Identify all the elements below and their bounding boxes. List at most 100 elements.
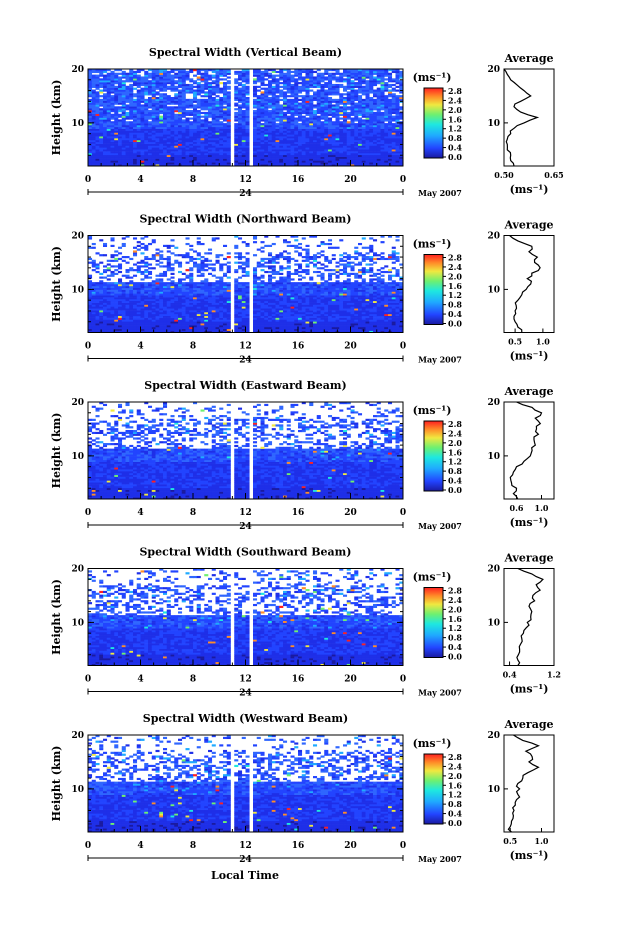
heatmap-cell (245, 117, 250, 120)
heatmap-cell (253, 323, 258, 326)
heatmap-cell (110, 115, 115, 118)
heatmap-cell (316, 111, 321, 115)
heatmap-cell (384, 117, 389, 120)
heatmap-cell (114, 145, 119, 148)
heatmap-cell (95, 83, 100, 87)
heatmap-cell (110, 72, 115, 75)
heatmap-cell (219, 152, 224, 156)
heatmap-cell (151, 115, 156, 118)
heatmap-cell (88, 83, 93, 87)
heatmap-cell (286, 151, 291, 154)
heatmap-cell (313, 83, 318, 87)
heatmap-cell (260, 319, 265, 322)
heatmap-cell (279, 160, 284, 163)
heatmap-cell (320, 93, 325, 96)
heatmap-cell (185, 321, 190, 324)
heatmap-cell (99, 130, 104, 133)
heatmap-cell (163, 132, 168, 135)
heatmap-cell (99, 110, 104, 113)
heatmap-cell (271, 126, 276, 129)
heatmap-cell (369, 317, 374, 320)
heatmap-cell (114, 162, 119, 165)
heatmap-cell (170, 85, 175, 88)
heatmap-cell (185, 121, 190, 124)
heatmap-cell (106, 126, 111, 129)
heatmap-cell (118, 143, 123, 146)
heatmap-cell (335, 321, 340, 324)
heatmap-cell (178, 310, 183, 313)
heatmap-cell (178, 160, 183, 163)
heatmap-cell (290, 326, 295, 330)
heatmap-cell (208, 158, 213, 161)
heatmap-cell (391, 119, 396, 122)
heatmap-cell (95, 100, 100, 103)
heatmap-cell (238, 74, 243, 77)
heatmap-cell (309, 143, 314, 146)
heatmap-cell (129, 139, 134, 143)
heatmap-cell (189, 162, 194, 165)
heatmap-cell (148, 82, 153, 85)
heatmap-cell (163, 124, 168, 128)
heatmap-cell (170, 328, 175, 331)
heatmap-cell (88, 80, 93, 83)
heatmap-cell (275, 124, 280, 128)
heatmap-cell (211, 96, 216, 100)
heatmap-cell (114, 128, 119, 131)
heatmap-cell (148, 136, 153, 139)
heatmap-cell (399, 162, 404, 165)
heatmap-cell (136, 310, 141, 313)
heatmap-cell (290, 149, 295, 152)
heatmap-cell (253, 154, 258, 157)
heatmap-cell (298, 326, 303, 330)
heatmap-cell (204, 93, 209, 96)
heatmap-cell (309, 145, 314, 148)
heatmap-cell (155, 74, 160, 77)
heatmap-cell (309, 321, 314, 324)
heatmap-cell (376, 93, 381, 96)
heatmap-cell (346, 78, 351, 81)
heatmap-cell (324, 130, 329, 133)
heatmap-cell (125, 152, 130, 156)
heatmap-cell (200, 160, 205, 163)
heatmap-cell (264, 104, 269, 107)
heatmap-cell (384, 124, 389, 128)
heatmap-cell (241, 323, 246, 326)
heatmap-cell (91, 110, 96, 113)
heatmap-cell (226, 328, 231, 331)
heatmap-cell (234, 151, 239, 154)
heatmap-cell (211, 119, 216, 122)
heatmap-cell (170, 151, 175, 154)
heatmap-cell (133, 117, 138, 120)
heatmap-cell (189, 325, 194, 328)
heatmap-cell (223, 89, 228, 92)
heatmap-cell (309, 85, 314, 88)
heatmap-cell (178, 325, 183, 328)
heatmap-cell (305, 117, 310, 120)
heatmap-cell (118, 328, 123, 331)
heatmap-cell (245, 310, 250, 313)
heatmap-cell (204, 143, 209, 146)
heatmap-cell (223, 138, 228, 141)
heatmap-cell (193, 80, 198, 83)
heatmap-cell (196, 76, 201, 79)
heatmap-cell (301, 128, 306, 131)
heatmap-cell (346, 160, 351, 163)
heatmap-cell (200, 76, 205, 79)
heatmap-cell (223, 95, 228, 98)
heatmap-cell (208, 128, 213, 131)
heatmap-cell (358, 321, 363, 324)
heatmap-cell (260, 152, 265, 156)
heatmap-cell (343, 117, 348, 120)
heatmap-cell (211, 115, 216, 118)
heatmap-cell (275, 149, 280, 152)
heatmap-cell (103, 117, 108, 120)
heatmap-cell (189, 70, 194, 74)
heatmap-cell (286, 89, 291, 92)
heatmap-cell (200, 326, 205, 330)
heatmap-cell (305, 83, 310, 87)
heatmap-cell (316, 321, 321, 324)
heatmap-cell (260, 102, 265, 105)
heatmap-cell (260, 323, 265, 326)
heatmap-cell (399, 315, 404, 318)
heatmap-cell (279, 162, 284, 165)
